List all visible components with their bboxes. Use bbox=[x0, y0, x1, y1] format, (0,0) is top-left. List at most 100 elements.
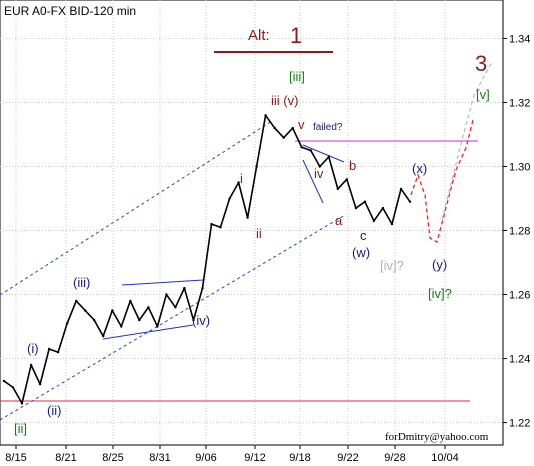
x-tick-label: 9/22 bbox=[337, 452, 358, 464]
wave-label: (y) bbox=[432, 257, 447, 272]
price-point bbox=[47, 347, 51, 351]
price-point bbox=[264, 114, 267, 117]
wave-label: iv bbox=[314, 166, 324, 181]
price-point bbox=[84, 309, 87, 312]
price-point bbox=[210, 222, 213, 226]
axes: 1.34 1.32 1.30 1.28 1.26 1.24 1.22 8/15 8/21 8/25… bbox=[5, 33, 530, 464]
wave-label: (x) bbox=[412, 161, 427, 176]
price-point bbox=[56, 351, 60, 354]
price-point bbox=[11, 386, 15, 389]
wave-label: iii (v) bbox=[271, 93, 298, 108]
price-point bbox=[255, 165, 258, 168]
price-line bbox=[3, 114, 411, 405]
price-point bbox=[237, 181, 240, 184]
price-point bbox=[309, 149, 312, 152]
price-point bbox=[246, 216, 249, 219]
wave-label: b bbox=[349, 158, 356, 173]
wave-label: v bbox=[298, 117, 305, 132]
price-point bbox=[147, 306, 150, 309]
y-tick-label: 1.28 bbox=[509, 226, 530, 238]
price-point bbox=[29, 363, 33, 367]
y-tick-label: 1.22 bbox=[509, 418, 530, 430]
triangle-lower-line bbox=[102, 324, 194, 340]
price-point bbox=[138, 318, 141, 322]
wave-label: (w) bbox=[352, 245, 370, 260]
price-point bbox=[345, 178, 348, 181]
wave-label: [iii] bbox=[289, 69, 305, 84]
triangle-upper-line bbox=[121, 279, 204, 286]
price-point bbox=[327, 155, 330, 159]
lower-channel-line bbox=[0, 214, 346, 421]
plot-frame bbox=[0, 0, 504, 446]
price-point bbox=[183, 286, 186, 290]
price-point bbox=[318, 165, 321, 168]
wave-label: (i) bbox=[27, 341, 39, 356]
price-point bbox=[381, 206, 385, 210]
wave-label: a bbox=[335, 213, 343, 228]
x-tick-label: 8/21 bbox=[55, 452, 76, 464]
chart-title: EUR A0-FX BID-120 min bbox=[4, 4, 136, 18]
alt-label: Alt: bbox=[248, 27, 270, 44]
price-point bbox=[300, 146, 303, 149]
wave-label: ii bbox=[256, 226, 262, 241]
price-point bbox=[102, 335, 105, 338]
price-point bbox=[372, 219, 376, 223]
x-tick-label: 8/25 bbox=[102, 452, 123, 464]
x-tick-label: 9/28 bbox=[384, 452, 405, 464]
wave-label: (ii) bbox=[47, 403, 61, 418]
gray-projection bbox=[441, 61, 493, 221]
price-point bbox=[120, 325, 123, 328]
wave-label: [iv]? bbox=[380, 258, 404, 273]
price-point bbox=[228, 197, 231, 200]
price-point bbox=[390, 222, 394, 226]
y-tick-label: 1.32 bbox=[509, 97, 530, 109]
price-point bbox=[201, 286, 204, 290]
price-point bbox=[20, 402, 24, 405]
price-point bbox=[165, 293, 168, 296]
price-point bbox=[273, 126, 276, 130]
price-point bbox=[66, 322, 69, 325]
x-tick-label: 8/31 bbox=[149, 452, 170, 464]
x-tick-label: 9/18 bbox=[289, 452, 310, 464]
wedge-upper-line bbox=[302, 144, 345, 163]
price-point bbox=[354, 206, 358, 210]
price-point bbox=[399, 187, 403, 191]
price-point bbox=[291, 126, 294, 130]
y-tick-label: 1.24 bbox=[509, 354, 530, 366]
wave-label: i bbox=[240, 171, 243, 186]
price-point bbox=[129, 299, 132, 303]
price-point bbox=[363, 200, 367, 203]
y-tick-label: 1.34 bbox=[509, 33, 530, 45]
price-point bbox=[111, 309, 114, 312]
x-tick-label: 10/04 bbox=[431, 452, 459, 464]
price-point bbox=[93, 318, 96, 322]
price-point bbox=[38, 383, 42, 386]
price-point bbox=[219, 226, 222, 229]
wedge-lower-line bbox=[302, 159, 324, 204]
price-point bbox=[174, 306, 177, 309]
red-projection bbox=[410, 119, 474, 243]
price-point bbox=[75, 299, 78, 303]
wave-overlays bbox=[0, 51, 493, 421]
big-label-3: 3 bbox=[475, 51, 487, 76]
price-point bbox=[192, 318, 195, 322]
price-point bbox=[408, 200, 412, 203]
price-point bbox=[282, 136, 285, 139]
wave-label: (iii) bbox=[73, 275, 90, 290]
x-tick-label: 9/12 bbox=[244, 452, 265, 464]
price-series bbox=[2, 114, 412, 405]
watermark: forDmitry@yahoo.com bbox=[385, 431, 489, 443]
x-tick-label: 8/15 bbox=[5, 452, 26, 464]
price-point bbox=[2, 379, 6, 383]
wave-label: failed? bbox=[313, 122, 343, 133]
x-tick-label: 9/06 bbox=[195, 452, 216, 464]
y-tick-label: 1.26 bbox=[509, 290, 530, 302]
wave-label: [ii] bbox=[14, 421, 27, 436]
y-tick-label: 1.30 bbox=[509, 161, 530, 173]
wave-label: [iv]? bbox=[428, 286, 452, 301]
alt-number: 1 bbox=[290, 23, 302, 48]
price-point bbox=[156, 325, 159, 328]
